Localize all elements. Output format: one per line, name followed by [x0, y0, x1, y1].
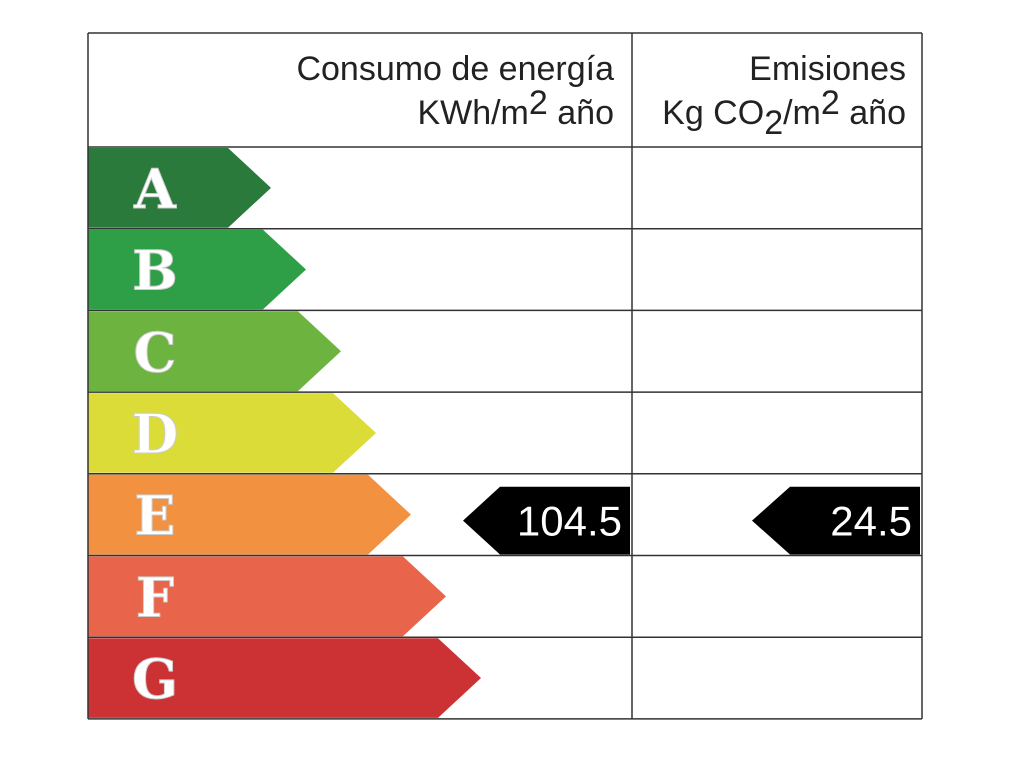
class-letter: B — [132, 239, 178, 303]
energy-title: Consumo de energía — [296, 50, 614, 88]
class-bar — [88, 148, 271, 228]
unit-text: KWh/m — [417, 94, 528, 132]
class-bar — [88, 556, 446, 637]
unit-sup: 2 — [821, 84, 840, 122]
unit-text: año — [548, 94, 614, 132]
value-label: 104.5 — [517, 498, 622, 545]
class-letter: E — [134, 484, 175, 548]
energy-unit: KWh/m2 año — [417, 84, 614, 132]
class-letter: C — [134, 320, 177, 384]
value-arrow — [463, 486, 630, 555]
unit-text: /m — [783, 94, 821, 132]
unit-text: año — [840, 94, 906, 132]
unit-sub: 2 — [764, 104, 783, 142]
unit-sup: 2 — [529, 84, 548, 122]
class-bar — [88, 229, 306, 310]
value-label: 24.5 — [830, 498, 912, 545]
class-letter: A — [133, 157, 177, 221]
class-bar — [88, 638, 481, 718]
class-bar — [88, 311, 341, 392]
class-bar — [88, 393, 376, 473]
value-arrow — [752, 486, 920, 555]
unit-text: Kg CO — [662, 94, 764, 132]
emissions-unit: Kg CO2/m2 año — [662, 84, 906, 142]
class-letter: G — [132, 647, 178, 711]
class-letter: F — [136, 565, 174, 629]
class-letter: D — [132, 402, 179, 466]
class-bar — [88, 474, 411, 555]
emissions-title: Emisiones — [749, 50, 906, 88]
